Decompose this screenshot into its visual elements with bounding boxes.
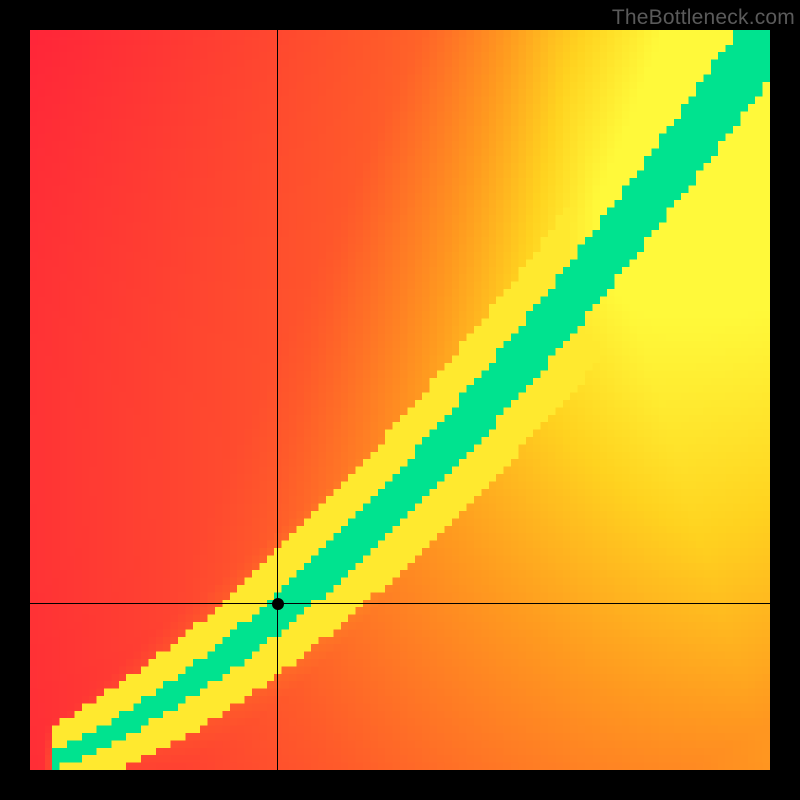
heatmap-plot [30,30,770,770]
crosshair-horizontal [30,603,770,604]
watermark-text: TheBottleneck.com [612,6,795,30]
crosshair-vertical [277,30,278,770]
heatmap-canvas [30,30,770,770]
crosshair-marker [272,598,284,610]
